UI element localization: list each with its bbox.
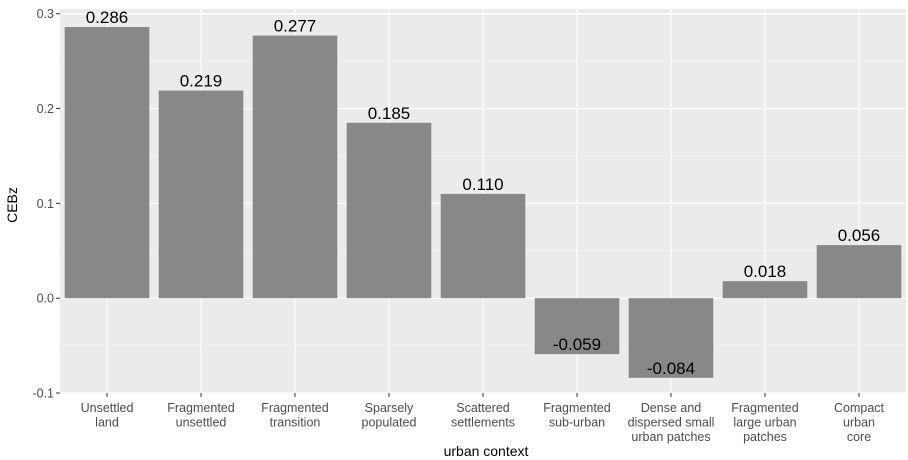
- bar-value-label: -0.059: [553, 335, 601, 354]
- x-tick-label: Sparsely populated: [362, 401, 417, 430]
- bar: [440, 193, 526, 299]
- y-axis: -0.1 0.0 0.1 0.2 0.3: [32, 7, 60, 401]
- bar: [252, 35, 338, 299]
- bar-value-label: 0.018: [744, 262, 787, 281]
- y-tick-label: -0.1: [32, 387, 54, 401]
- y-tick-label: 0.0: [37, 292, 54, 306]
- bar: [158, 90, 244, 299]
- x-tick-label: Fragmented sub-urban: [543, 401, 610, 430]
- bar: [64, 27, 150, 299]
- bar-value-label: 0.219: [180, 72, 223, 91]
- bars: [64, 27, 902, 378]
- bar-value-label: 0.056: [838, 226, 881, 245]
- y-tick-label: 0.3: [37, 7, 54, 21]
- x-tick-label: Unsettled land: [81, 401, 134, 430]
- y-tick-label: 0.1: [37, 197, 54, 211]
- bar-value-label: 0.277: [274, 17, 317, 36]
- x-tick-label: Fragmented unsettled: [167, 401, 234, 430]
- bar: [346, 122, 432, 299]
- y-axis-title: CEBz: [4, 187, 20, 223]
- y-tick-label: 0.2: [37, 102, 54, 116]
- bar: [628, 298, 714, 378]
- x-tick-label: Dense and dispersed small urban patches: [628, 401, 715, 444]
- x-axis: Unsettled land Fragmented unsettled Fragment…: [81, 393, 885, 444]
- bar-value-label: 0.286: [86, 8, 129, 27]
- x-tick-label: Scattered settlements: [451, 401, 515, 430]
- bar: [534, 298, 620, 355]
- x-tick-label: Fragmented transition: [261, 401, 328, 430]
- bar: [816, 245, 902, 299]
- bar-value-label: 0.110: [462, 175, 503, 194]
- x-tick-label: Fragmented large urban patches: [731, 401, 798, 444]
- x-tick-label: Compact urban core: [834, 401, 885, 444]
- value-labels: 0.286 0.219 0.277 0.185 0.110 -0.059 -0.084 0.0…: [86, 8, 881, 378]
- bar-value-label: -0.084: [647, 359, 695, 378]
- bar: [722, 281, 808, 299]
- x-axis-title: urban context: [444, 443, 529, 459]
- bar-value-label: 0.185: [368, 104, 411, 123]
